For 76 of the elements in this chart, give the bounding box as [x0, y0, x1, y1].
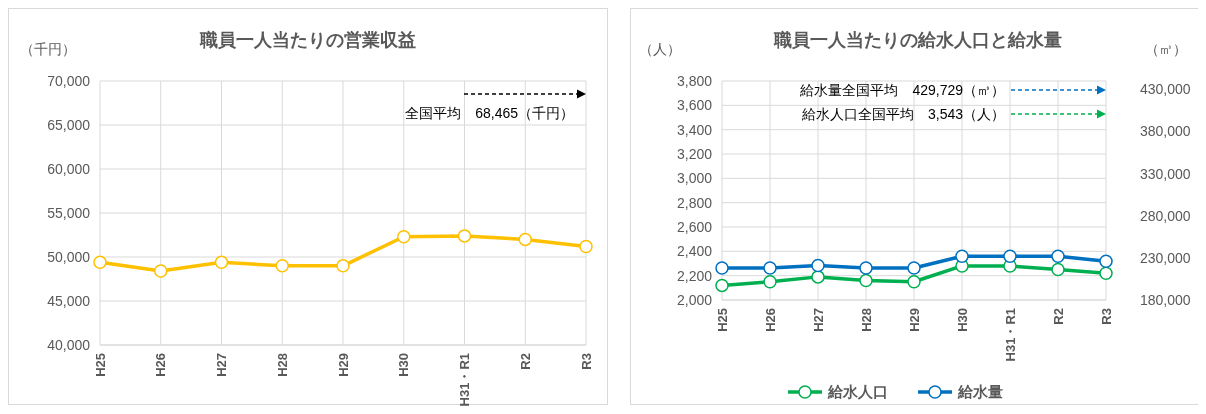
y2-tick-label: 380,000 [1140, 123, 1191, 140]
point [763, 275, 777, 289]
point [457, 229, 472, 243]
point [859, 261, 873, 275]
x-tick-label: H27 [810, 308, 826, 332]
x-tick-label: H26 [762, 308, 778, 332]
point [154, 264, 168, 278]
y-axis-title: （人） [639, 41, 681, 57]
x-tick-label: R2 [517, 353, 533, 370]
x-tick-label: H28 [858, 308, 874, 332]
x-tick-label: H25 [92, 353, 108, 377]
point [907, 275, 921, 289]
x-tick-label: H29 [335, 353, 351, 377]
annotation: 給水量全国平均 429,729（㎥） [799, 81, 1005, 98]
y-tick-label: 3,200 [676, 145, 713, 162]
point [1051, 249, 1065, 263]
point [518, 232, 532, 247]
y-tick-label: 3,400 [676, 121, 713, 138]
y2-tick-label: 330,000 [1140, 165, 1191, 182]
point [336, 259, 350, 273]
y-tick-label: 65,000 [47, 116, 91, 133]
legend-label: 給水人口 [827, 383, 888, 401]
point [715, 261, 729, 275]
y2-tick-label: 280,000 [1140, 207, 1191, 224]
y-tick-label: 2,400 [676, 243, 713, 260]
y2-tick-label: 180,000 [1140, 291, 1191, 308]
x-tick-label: H31・R1 [457, 353, 473, 407]
x-tick-label: H26 [153, 353, 169, 377]
point [214, 255, 229, 270]
y-tick-label: 2,000 [676, 291, 713, 308]
point [715, 278, 729, 293]
x-tick-label: H31・R1 [1002, 308, 1018, 362]
point [907, 261, 921, 275]
x-tick-label: H30 [954, 308, 970, 332]
point [1003, 249, 1017, 263]
x-tick-label: H25 [714, 308, 730, 332]
annotation: 全国平均 68,465（千円） [405, 104, 574, 121]
point [1099, 254, 1113, 268]
chart-title: 職員一人当たりの営業収益 [199, 30, 416, 50]
y2-axis-title: （㎥） [1145, 41, 1187, 57]
x-tick-label: R3 [1098, 308, 1114, 325]
point [1099, 266, 1113, 280]
legend-label: 給水量 [957, 383, 1003, 401]
x-tick-label: H27 [214, 353, 230, 377]
y-axis-title: （千円） [20, 41, 76, 57]
y-tick-label: 3,800 [676, 72, 713, 89]
y-tick-label: 45,000 [47, 292, 91, 309]
point [811, 258, 825, 273]
point [1051, 262, 1065, 277]
point [397, 230, 411, 244]
point [763, 261, 777, 275]
y-tick-label: 3,000 [676, 170, 713, 187]
x-tick-label: H30 [396, 353, 412, 377]
y-tick-label: 55,000 [47, 204, 91, 221]
y-tick-label: 70,000 [47, 72, 91, 89]
y-tick-label: 40,000 [47, 336, 91, 353]
x-tick-label: H29 [906, 308, 922, 332]
point [275, 259, 289, 273]
y2-tick-label: 230,000 [1140, 249, 1191, 266]
y-tick-label: 50,000 [47, 248, 91, 265]
point [579, 239, 593, 254]
y2-tick-label: 430,000 [1140, 81, 1191, 98]
y-tick-label: 2,200 [676, 267, 713, 284]
point [955, 249, 969, 263]
x-tick-label: R3 [578, 353, 594, 370]
y-tick-label: 2,800 [676, 194, 713, 211]
point [93, 255, 107, 270]
chart-title: 職員一人当たりの給水人口と給水量 [773, 30, 1062, 50]
point [859, 273, 873, 288]
point [811, 270, 825, 284]
y-tick-label: 3,600 [676, 97, 713, 114]
x-tick-label: H28 [274, 353, 290, 377]
x-tick-label: R2 [1050, 308, 1066, 325]
y-tick-label: 2,600 [676, 218, 713, 235]
annotation: 給水人口全国平均 3,543（人） [800, 105, 1005, 122]
y-tick-label: 60,000 [47, 160, 91, 177]
